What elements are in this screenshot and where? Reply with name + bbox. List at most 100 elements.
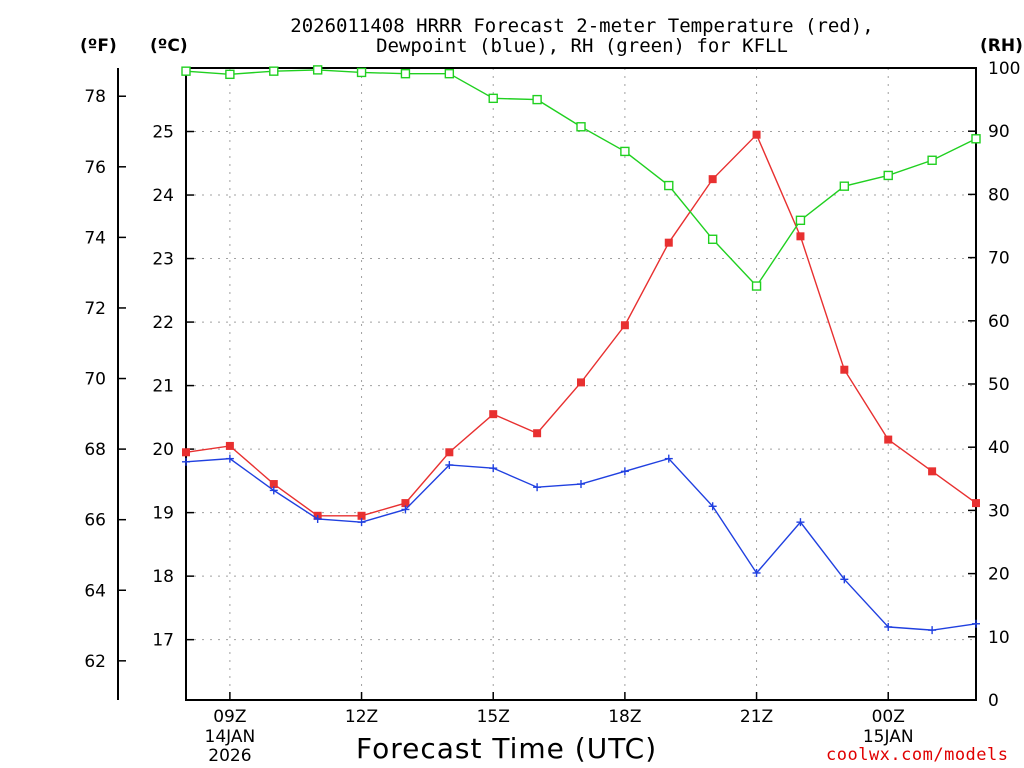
chart-title: 2026011408 HRRR Forecast 2-meter Tempera… bbox=[0, 16, 1024, 56]
celsius-tick-label: 22 bbox=[152, 313, 174, 333]
rh-point bbox=[488, 93, 498, 104]
series-temperature bbox=[182, 130, 980, 520]
temperature-point bbox=[796, 232, 805, 241]
celsius-unit-label: (ºC) bbox=[150, 36, 188, 56]
rh-tick-label: 60 bbox=[988, 312, 1010, 332]
temperature-point bbox=[708, 175, 717, 184]
rh-point bbox=[971, 134, 981, 144]
temperature-point bbox=[928, 467, 937, 476]
rh-point bbox=[356, 67, 367, 78]
rh-point bbox=[707, 234, 718, 244]
fahrenheit-tick-label: 72 bbox=[84, 299, 106, 319]
dewpoint-point bbox=[972, 619, 980, 628]
x-tick-label: 21Z bbox=[740, 707, 773, 727]
rh-tick-label: 0 bbox=[988, 691, 999, 711]
temperature-point bbox=[357, 511, 366, 520]
temperature-point bbox=[752, 130, 761, 139]
fahrenheit-tick-label: 66 bbox=[84, 511, 106, 531]
rh-tick-label: 90 bbox=[988, 122, 1010, 142]
temperature-point bbox=[269, 480, 278, 489]
rh-point bbox=[927, 155, 937, 165]
data-series bbox=[181, 65, 981, 635]
rh-tick-label: 50 bbox=[988, 375, 1010, 395]
rh-tick-label: 10 bbox=[988, 628, 1010, 648]
temperature-point bbox=[533, 429, 542, 438]
celsius-tick-label: 20 bbox=[152, 440, 174, 460]
rh-point bbox=[269, 66, 279, 76]
rh-tick-label: 100 bbox=[988, 59, 1020, 79]
celsius-tick-label: 18 bbox=[152, 567, 174, 587]
dewpoint-point bbox=[313, 514, 322, 523]
x-tick-label: 09Z bbox=[213, 707, 246, 727]
temperature-point bbox=[884, 435, 893, 444]
temperature-point bbox=[401, 499, 410, 508]
dewpoint-point bbox=[401, 505, 410, 514]
rh-tick-label: 40 bbox=[988, 438, 1010, 458]
dewpoint-point bbox=[664, 454, 673, 463]
x-year-label: 2026 bbox=[208, 746, 251, 766]
dewpoint-point bbox=[225, 454, 234, 463]
rh-point bbox=[839, 181, 850, 191]
tick-labels: 17 18 19 20 21 22 23 24 25 62 64 66 68 70 72 74 76 78 0 10 2… bbox=[84, 59, 1020, 766]
rh-point bbox=[795, 215, 806, 226]
x-date-label: 14JAN bbox=[205, 727, 256, 747]
temperature-point bbox=[489, 410, 498, 419]
fahrenheit-tick-label: 78 bbox=[84, 87, 106, 107]
x-axis-title: Forecast Time (UTC) bbox=[356, 732, 658, 765]
rh-point bbox=[576, 122, 586, 132]
fahrenheit-tick-label: 70 bbox=[84, 370, 106, 390]
dewpoint-point bbox=[182, 457, 190, 466]
fahrenheit-unit-label: (ºF) bbox=[80, 36, 117, 56]
rh-point bbox=[181, 66, 191, 76]
rh-point bbox=[312, 65, 323, 75]
axes bbox=[117, 67, 977, 701]
temperature-point bbox=[182, 448, 190, 457]
dewpoint-point bbox=[489, 464, 498, 473]
series-rh bbox=[181, 65, 981, 291]
fahrenheit-tick-label: 68 bbox=[84, 440, 106, 460]
celsius-tick-label: 21 bbox=[152, 377, 174, 397]
fahrenheit-tick-label: 74 bbox=[84, 228, 106, 248]
dewpoint-point bbox=[445, 460, 454, 469]
rh-point bbox=[751, 281, 762, 291]
rh-point bbox=[620, 146, 630, 157]
rh-unit-label: (RH) bbox=[980, 36, 1023, 56]
dewpoint-point bbox=[533, 483, 542, 492]
temperature-point bbox=[664, 238, 673, 247]
dewpoint-point bbox=[840, 575, 849, 584]
x-tick-label: 15Z bbox=[477, 707, 510, 727]
fahrenheit-tick-label: 64 bbox=[84, 581, 106, 601]
dewpoint-point bbox=[357, 518, 366, 527]
temperature-point bbox=[225, 441, 234, 450]
x-tick-label: 18Z bbox=[608, 707, 641, 727]
rh-tick-label: 30 bbox=[988, 501, 1010, 521]
dewpoint-point bbox=[620, 467, 629, 476]
celsius-tick-label: 23 bbox=[152, 250, 174, 270]
rh-line bbox=[185, 69, 977, 288]
celsius-tick-label: 17 bbox=[152, 631, 174, 651]
rh-tick-label: 20 bbox=[988, 565, 1010, 585]
temperature-line bbox=[185, 133, 977, 517]
rh-point bbox=[664, 180, 674, 191]
x-tick-label: 12Z bbox=[345, 707, 378, 727]
rh-point bbox=[444, 68, 455, 79]
fahrenheit-tick-label: 76 bbox=[84, 158, 106, 178]
temperature-point bbox=[620, 321, 629, 330]
temperature-point bbox=[577, 378, 585, 387]
temperature-point bbox=[445, 448, 454, 457]
celsius-tick-label: 24 bbox=[152, 186, 174, 206]
series-dewpoint bbox=[182, 454, 980, 635]
credit-link[interactable]: coolwx.com/models bbox=[826, 745, 1009, 765]
rh-point bbox=[532, 94, 542, 105]
rh-tick-label: 80 bbox=[988, 185, 1010, 205]
title-line-1: 2026011408 HRRR Forecast 2-meter Tempera… bbox=[290, 15, 874, 37]
celsius-tick-label: 25 bbox=[152, 123, 174, 143]
x-date-label: 15JAN bbox=[863, 727, 914, 747]
fahrenheit-tick-label: 62 bbox=[84, 652, 106, 672]
celsius-tick-label: 19 bbox=[152, 504, 174, 524]
dewpoint-point bbox=[269, 486, 278, 495]
dewpoint-point bbox=[752, 568, 761, 577]
rh-tick-label: 70 bbox=[988, 249, 1010, 269]
dewpoint-point bbox=[928, 626, 937, 635]
